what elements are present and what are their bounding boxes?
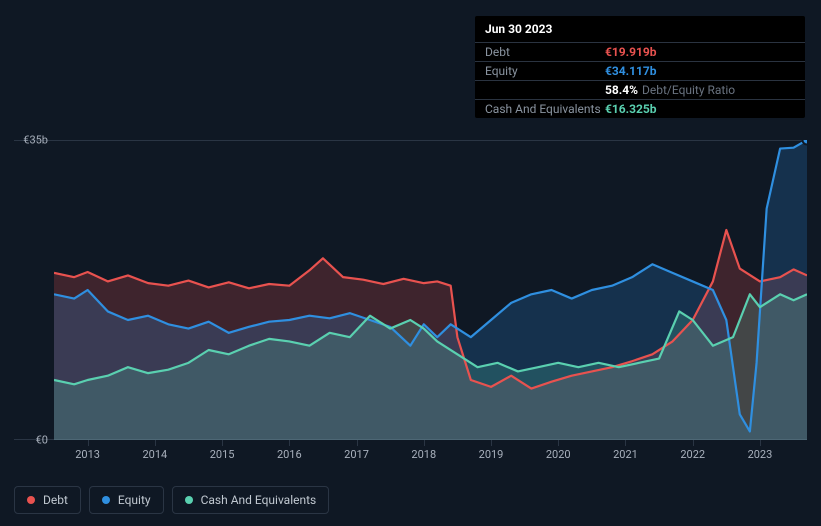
x-tick-line — [693, 440, 694, 446]
x-tick-line — [155, 440, 156, 446]
legend-label: Cash And Equivalents — [201, 493, 317, 507]
x-tick: 2016 — [277, 448, 302, 461]
tooltip-row: Cash And Equivalents€16.325b — [475, 100, 805, 118]
tooltip-row-label: Equity — [485, 64, 605, 78]
x-tick: 2021 — [613, 448, 638, 461]
y-axis: €35b €0 — [14, 140, 54, 440]
tooltip-row-label: Cash And Equivalents — [485, 102, 605, 116]
y-tick-max: €35b — [23, 134, 48, 147]
tooltip-row: 58.4%Debt/Equity Ratio — [475, 81, 805, 100]
x-tick-line — [491, 440, 492, 446]
tooltip-row-value: 58.4%Debt/Equity Ratio — [605, 83, 735, 97]
x-tick: 2017 — [344, 448, 369, 461]
legend-dot-icon — [102, 496, 110, 504]
tooltip-date: Jun 30 2023 — [475, 16, 805, 43]
tooltip-row: Equity€34.117b — [475, 62, 805, 81]
chart-area: €35b €0 — [14, 140, 807, 440]
x-tick-line — [289, 440, 290, 446]
tooltip-row: Debt€19.919b — [475, 43, 805, 62]
x-tick: 2014 — [142, 448, 167, 461]
x-tick-line — [424, 440, 425, 446]
tooltip-row-value: €19.919b — [605, 45, 657, 59]
y-tick-zero: €0 — [36, 434, 48, 447]
x-tick: 2013 — [75, 448, 100, 461]
tooltip-row-value: €34.117b — [605, 64, 657, 78]
x-tick-line — [357, 440, 358, 446]
tooltip-row-value: €16.325b — [605, 102, 657, 116]
x-tick-line — [760, 440, 761, 446]
x-tick-line — [222, 440, 223, 446]
x-tick: 2015 — [210, 448, 235, 461]
x-tick: 2023 — [748, 448, 773, 461]
legend-dot-icon — [185, 496, 193, 504]
tooltip-row-label — [485, 83, 605, 97]
legend-label: Debt — [43, 493, 68, 507]
x-tick: 2019 — [479, 448, 504, 461]
x-axis: 2013 2014 2015 2016 2017 2018 2019 2020 2021 2022… — [54, 444, 807, 464]
x-tick: 2018 — [411, 448, 436, 461]
x-tick-line — [625, 440, 626, 446]
x-tick-line — [88, 440, 89, 446]
legend-dot-icon — [27, 496, 35, 504]
legend: Debt Equity Cash And Equivalents — [14, 486, 329, 514]
legend-item[interactable]: Cash And Equivalents — [172, 486, 330, 514]
x-tick-line — [558, 440, 559, 446]
legend-item[interactable]: Debt — [14, 486, 81, 514]
legend-item[interactable]: Equity — [89, 486, 164, 514]
x-tick: 2022 — [680, 448, 705, 461]
plot-area[interactable] — [54, 140, 807, 440]
tooltip-panel: Jun 30 2023 Debt€19.919bEquity€34.117b58… — [475, 16, 805, 118]
hover-marker — [803, 140, 808, 145]
legend-label: Equity — [118, 493, 151, 507]
x-tick: 2020 — [546, 448, 571, 461]
tooltip-row-label: Debt — [485, 45, 605, 59]
